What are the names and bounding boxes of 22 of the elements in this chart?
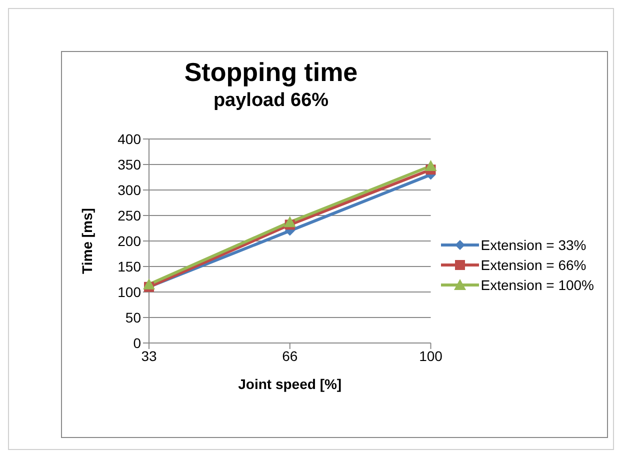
y-tick-label: 200: [118, 232, 142, 249]
y-tick-label: 50: [125, 309, 142, 326]
point: [424, 160, 437, 172]
point: [143, 278, 155, 290]
y-tick-label: 150: [118, 258, 142, 274]
point: [284, 216, 296, 228]
legend-label: Extension = 33%: [480, 237, 586, 253]
x-tick-label: 100: [419, 348, 443, 364]
y-axis-title: Time [ms]: [78, 208, 95, 274]
y-tick-label: 350: [118, 156, 142, 172]
chart-subtitle: payload 66%: [212, 90, 330, 112]
y-tick-label: 0: [133, 334, 142, 351]
y-tick-label: 400: [118, 130, 142, 147]
y-tick-label: 100: [118, 284, 142, 300]
x-tick-label: 66: [282, 348, 298, 364]
y-tick-label: 300: [118, 182, 142, 198]
legend-label: Extension = 100%: [480, 277, 594, 293]
x-axis-title: Joint speed [%]: [238, 376, 342, 392]
legend-label: Extension = 66%: [480, 257, 586, 273]
y-tick-label: 250: [118, 207, 142, 224]
chart-title: Stopping time: [183, 57, 359, 88]
x-tick-label: 33: [141, 348, 157, 364]
